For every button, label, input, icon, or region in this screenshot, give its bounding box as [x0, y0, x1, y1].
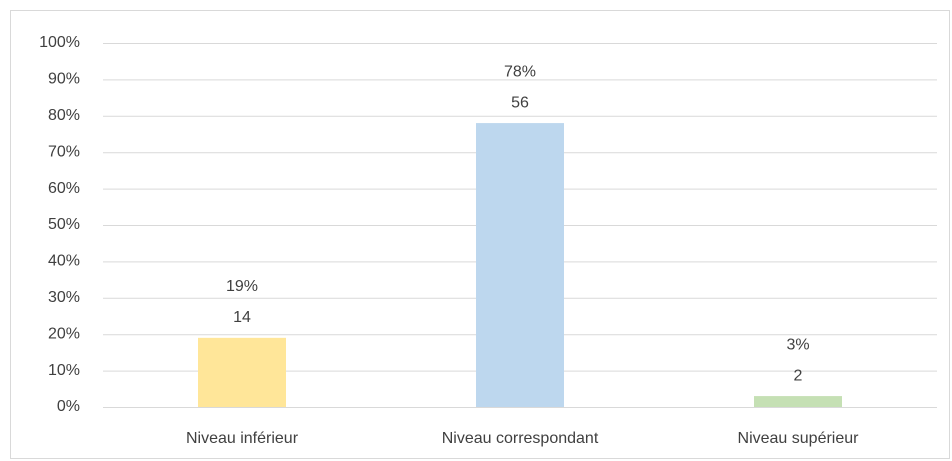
y-tick-label: 70% [48, 143, 80, 160]
bar [754, 396, 842, 407]
y-tick-label: 40% [48, 253, 80, 270]
y-tick-label: 20% [48, 325, 80, 342]
y-tick-label: 10% [48, 362, 80, 379]
x-tick-label: Niveau correspondant [442, 430, 599, 447]
x-tick-label: Niveau supérieur [738, 430, 860, 447]
y-tick-label: 100% [39, 34, 80, 51]
bar [476, 123, 564, 407]
y-tick-label: 0% [57, 398, 80, 415]
count-label: 56 [511, 94, 529, 111]
bar [198, 337, 286, 407]
percent-label: 78% [504, 63, 536, 80]
x-tick-label: Niveau inférieur [186, 430, 299, 447]
percent-label: 19% [226, 278, 258, 295]
y-tick-label: 50% [48, 216, 80, 233]
count-label: 14 [233, 309, 251, 326]
count-label: 2 [794, 367, 803, 384]
y-tick-label: 30% [48, 289, 80, 306]
percent-label: 3% [786, 336, 809, 353]
y-tick-label: 60% [48, 180, 80, 197]
y-tick-label: 90% [48, 71, 80, 88]
y-tick-label: 80% [48, 107, 80, 124]
